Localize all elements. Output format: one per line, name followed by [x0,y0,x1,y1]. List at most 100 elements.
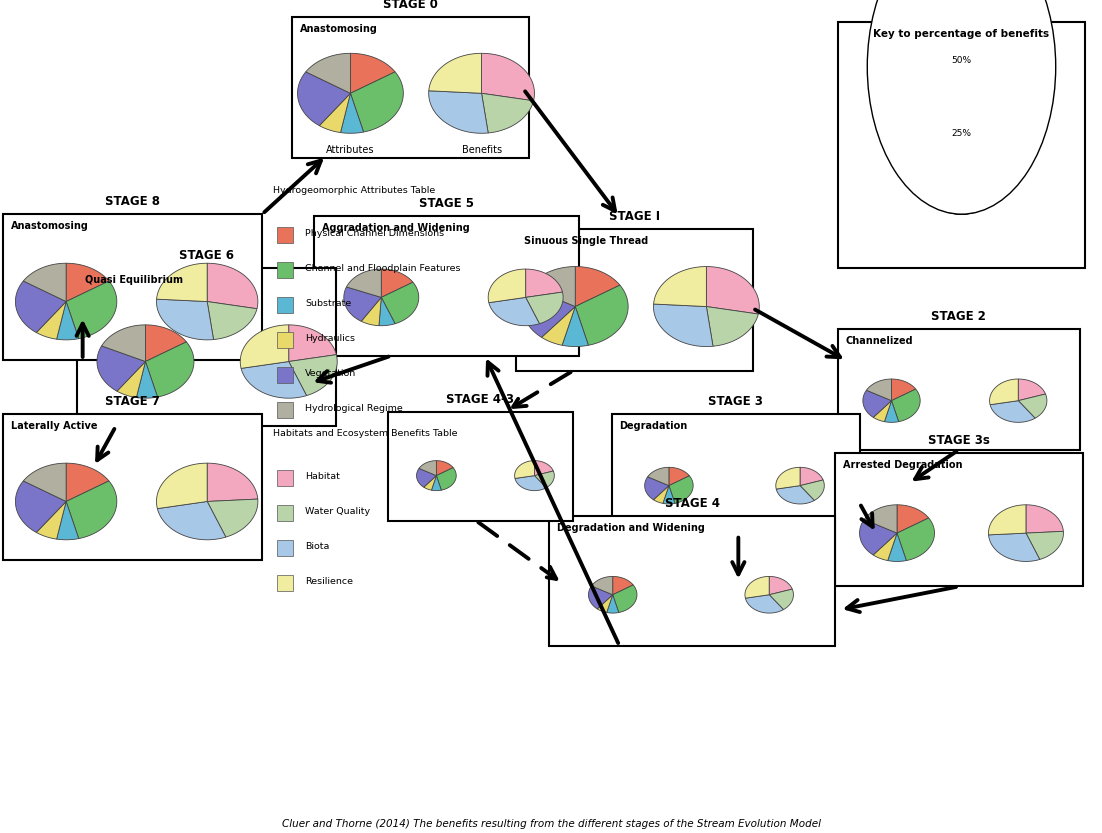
Polygon shape [240,325,289,368]
Text: Anastomosing: Anastomosing [11,221,89,231]
Polygon shape [344,287,381,322]
Polygon shape [320,93,350,132]
Polygon shape [156,463,207,509]
Polygon shape [56,302,78,340]
Polygon shape [432,476,441,491]
Polygon shape [101,325,145,362]
Bar [516,229,753,371]
Text: 25%: 25% [951,129,972,138]
Polygon shape [526,269,562,297]
Polygon shape [663,486,674,504]
Text: Sinuous Single Thread: Sinuous Single Thread [523,236,648,246]
Polygon shape [888,533,906,561]
Polygon shape [207,463,258,501]
Polygon shape [207,499,258,537]
Text: STAGE 4: STAGE 4 [665,497,720,511]
Text: Degradation and Widening: Degradation and Widening [557,523,704,533]
Polygon shape [873,533,897,561]
Polygon shape [575,285,628,345]
Polygon shape [669,476,693,503]
Polygon shape [990,379,1018,405]
Bar [278,227,293,242]
Ellipse shape [938,141,985,214]
Polygon shape [769,589,793,610]
Bar [835,453,1083,586]
Polygon shape [988,533,1040,561]
Bar [838,329,1080,450]
Text: Habitat: Habitat [305,472,341,481]
FancyArrowPatch shape [264,161,321,212]
Polygon shape [1026,531,1063,560]
Text: Channel and Floodplain Features: Channel and Floodplain Features [305,264,461,273]
Text: STAGE 2: STAGE 2 [931,310,986,323]
Polygon shape [864,505,897,533]
Polygon shape [669,467,690,486]
Bar [838,22,1085,268]
Text: STAGE 6: STAGE 6 [180,249,234,262]
Text: Physical Channel Dimensions: Physical Channel Dimensions [305,229,444,238]
Polygon shape [863,390,892,417]
Polygon shape [241,362,306,398]
Text: Anastomosing: Anastomosing [300,23,378,33]
Polygon shape [207,302,257,340]
Polygon shape [706,307,758,347]
Polygon shape [156,263,207,302]
Polygon shape [66,463,109,501]
Polygon shape [892,389,920,421]
Polygon shape [289,355,337,396]
Polygon shape [873,401,892,421]
Polygon shape [424,476,436,490]
Polygon shape [298,72,350,126]
Polygon shape [23,463,66,501]
Text: Aggradation and Widening: Aggradation and Widening [322,222,469,232]
Text: Resilience: Resilience [305,577,354,586]
Polygon shape [990,401,1035,422]
Text: Degradation: Degradation [619,421,688,431]
Polygon shape [489,297,540,326]
Polygon shape [866,379,892,401]
FancyArrowPatch shape [915,451,957,479]
Polygon shape [892,379,916,401]
Text: Hydrogeomorphic Attributes Table: Hydrogeomorphic Attributes Table [273,186,435,195]
Polygon shape [145,325,186,362]
Bar [278,575,293,591]
Bar [278,367,293,383]
Polygon shape [769,576,792,595]
FancyArrowPatch shape [732,537,745,574]
Bar [278,540,293,556]
FancyArrowPatch shape [861,506,873,527]
Polygon shape [436,467,456,490]
Polygon shape [613,576,634,595]
Ellipse shape [890,0,1033,214]
Polygon shape [800,480,824,501]
Polygon shape [988,505,1026,535]
Text: STAGE 3: STAGE 3 [709,395,763,408]
Polygon shape [346,269,381,297]
Bar [77,268,336,426]
Polygon shape [379,297,396,326]
Text: Biota: Biota [305,542,329,551]
Text: STAGE 3s: STAGE 3s [928,434,991,447]
Polygon shape [350,72,403,132]
Bar [278,470,293,486]
Bar [3,414,262,560]
Polygon shape [429,53,482,93]
Text: STAGE 7: STAGE 7 [106,395,160,408]
Polygon shape [361,297,381,326]
Polygon shape [207,263,258,309]
Polygon shape [341,93,364,133]
Polygon shape [1026,505,1063,533]
Bar [549,516,835,646]
Polygon shape [66,481,117,539]
Polygon shape [145,342,194,397]
Polygon shape [541,307,575,345]
Polygon shape [897,518,934,561]
Polygon shape [522,287,575,337]
Ellipse shape [915,67,1008,214]
Polygon shape [897,505,929,533]
Text: Substrate: Substrate [305,299,352,308]
Polygon shape [289,325,336,362]
Polygon shape [350,53,396,93]
Text: STAGE 4-3: STAGE 4-3 [446,393,515,407]
Text: Habitats and Ecosystem Benefits Table: Habitats and Ecosystem Benefits Table [273,429,457,438]
